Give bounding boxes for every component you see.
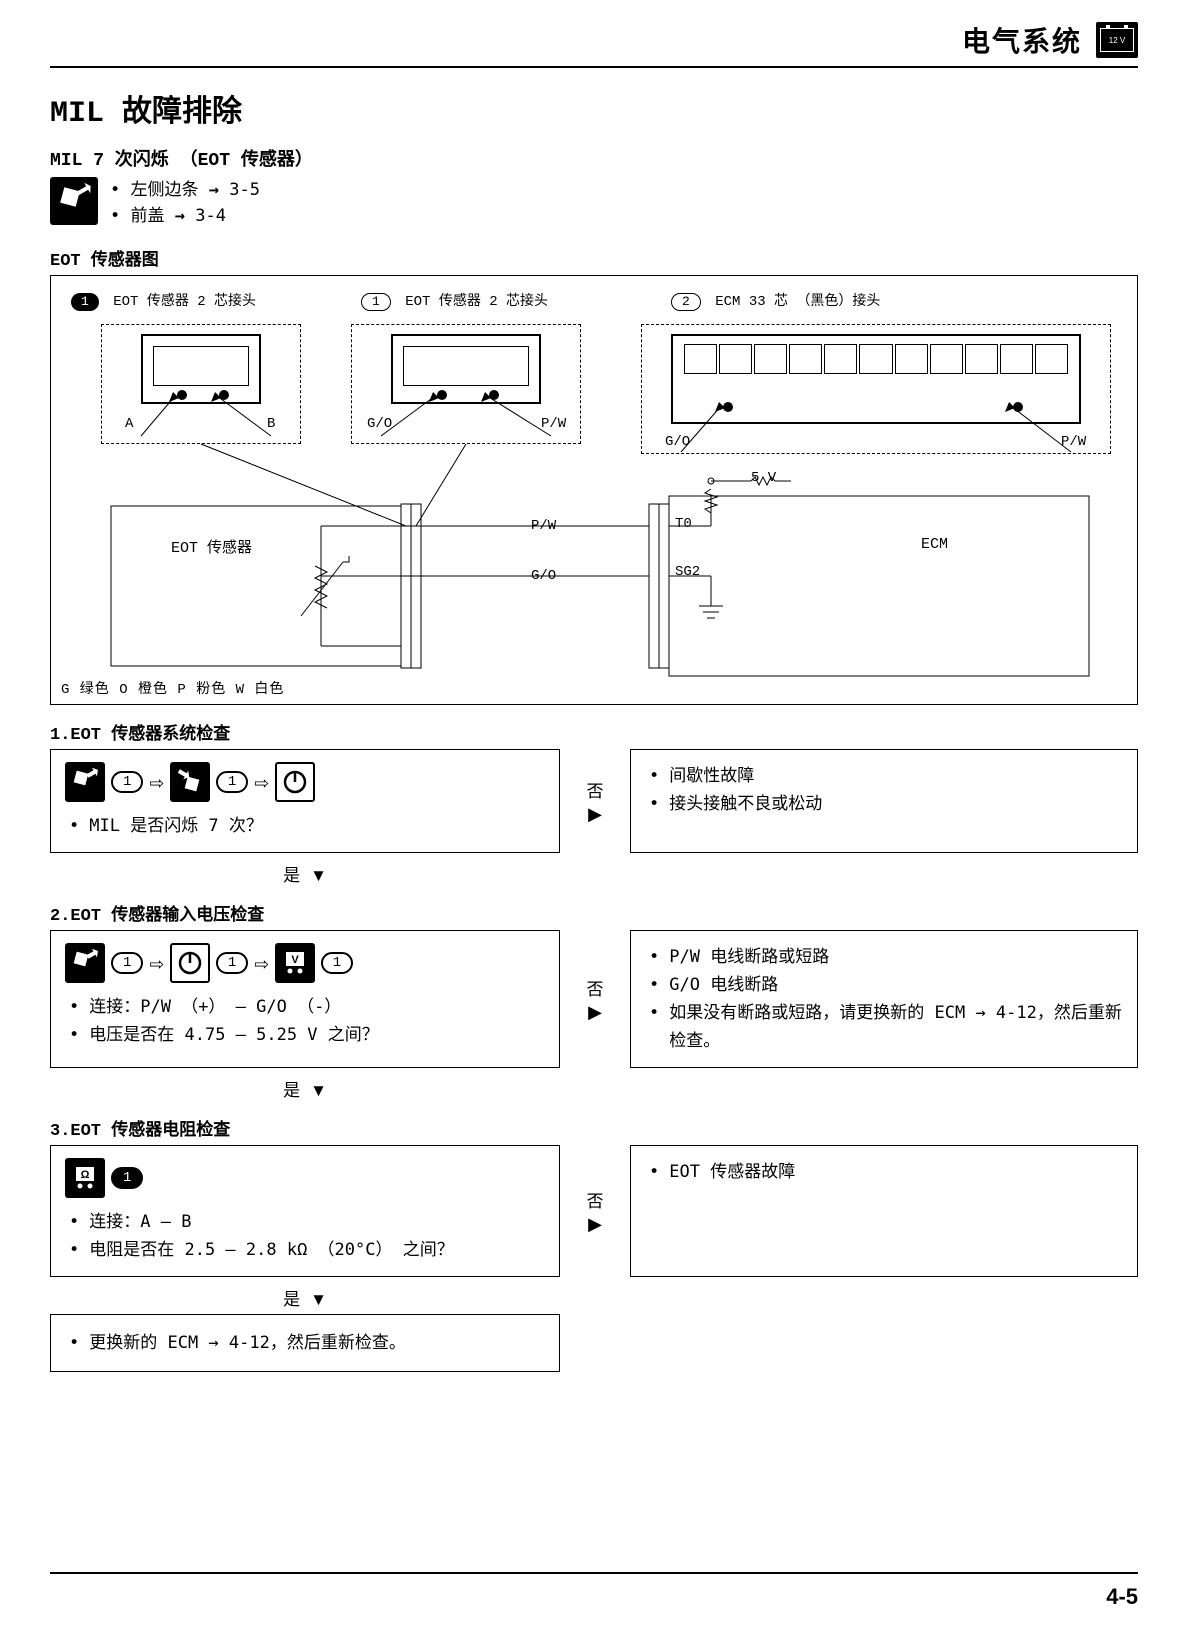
step1-row: 1 ⇨ 1 ⇨ MIL 是否闪烁 7 次？ 否 ▶ 间歇性故障 接头接触不良或松…	[50, 749, 1138, 853]
connector-pill: 1	[321, 952, 353, 974]
connector-pill-black: 1	[111, 1167, 143, 1189]
disassembly-icon	[65, 943, 105, 983]
triangle-down-icon: ▼	[310, 866, 327, 885]
intro-bullets: • 左侧边条 → 3-5 • 前盖 → 3-4	[110, 177, 260, 229]
disassembly-icon	[50, 177, 98, 225]
step1-title: 1.EOT 传感器系统检查	[50, 719, 1138, 745]
arrow-icon: ⇨	[254, 768, 268, 796]
intro-row: • 左侧边条 → 3-5 • 前盖 → 3-4	[50, 177, 1138, 229]
ignition-on-icon	[275, 762, 315, 802]
connector-pill: 1	[216, 952, 248, 974]
triangle-right-icon: ▶	[588, 1002, 602, 1023]
triangle-right-icon: ▶	[588, 804, 602, 825]
triangle-down-icon: ▼	[310, 1081, 327, 1100]
page-header: 电气系统 12 V	[50, 20, 1138, 68]
triangle-down-icon: ▼	[310, 1290, 327, 1309]
diagram-title: EOT 传感器图	[50, 245, 1138, 271]
voltmeter-icon: V	[275, 943, 315, 983]
page-number: 4-5	[1106, 1584, 1138, 1609]
assembly-icon	[170, 762, 210, 802]
svg-text:Ω: Ω	[81, 1169, 90, 1181]
connector-pill: 1	[111, 771, 143, 793]
circuit-svg	[51, 276, 1137, 704]
triangle-right-icon: ▶	[588, 1214, 602, 1235]
step3-row: Ω 1 连接：A – B 电阻是否在 2.5 – 2.8 kΩ （20°C） 之…	[50, 1145, 1138, 1277]
arrow-icon: ⇨	[149, 949, 163, 977]
sensor-diagram: 1 EOT 传感器 2 芯接头 1 EOT 传感器 2 芯接头 2 ECM 33…	[50, 275, 1138, 705]
connector-pill: 1	[216, 771, 248, 793]
disassembly-icon	[65, 762, 105, 802]
step2-row: 1 ⇨ 1 ⇨ V 1 连接：P/W （+） – G/O （-） 电压是否在 4…	[50, 930, 1138, 1068]
ignition-on-icon	[170, 943, 210, 983]
arrow-icon: ⇨	[149, 768, 163, 796]
final-action-box: 更换新的 ECM → 4-12，然后重新检查。	[50, 1314, 560, 1372]
header-title: 电气系统	[962, 20, 1082, 60]
step2-title: 2.EOT 传感器输入电压检查	[50, 900, 1138, 926]
color-legend: G 绿色 O 橙色 P 粉色 W 白色	[61, 678, 284, 698]
page-footer: 4-5	[50, 1572, 1138, 1610]
arrow-icon: ⇨	[254, 949, 268, 977]
ohmmeter-icon: Ω	[65, 1158, 105, 1198]
svg-text:V: V	[291, 954, 299, 966]
main-title: MIL 故障排除	[50, 86, 1138, 131]
step3-title: 3.EOT 传感器电阻检查	[50, 1115, 1138, 1141]
connector-pill: 1	[111, 952, 143, 974]
battery-icon: 12 V	[1096, 22, 1138, 58]
sub-title: MIL 7 次闪烁 （EOT 传感器）	[50, 145, 1138, 171]
